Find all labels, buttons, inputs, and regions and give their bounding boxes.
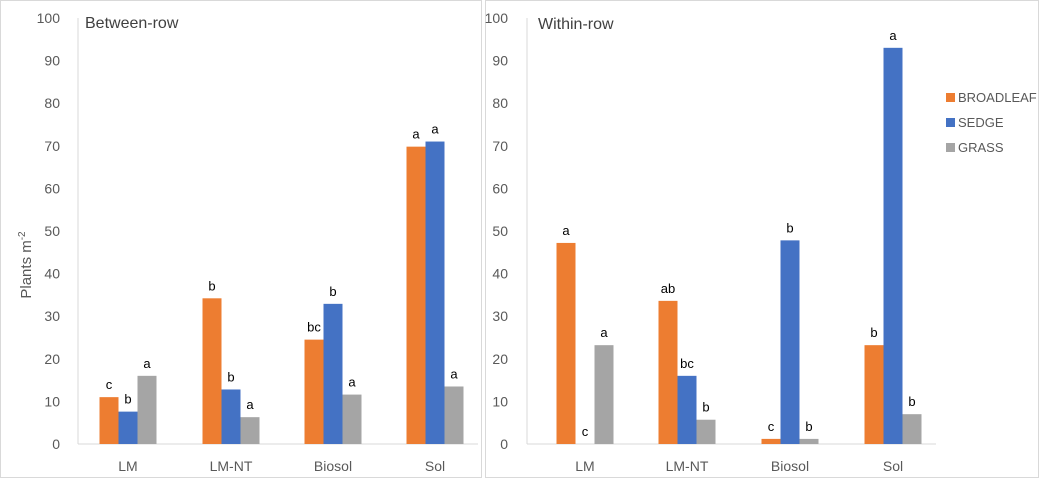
y-tick-label: 30 — [44, 308, 60, 324]
significance-label: a — [348, 375, 356, 390]
y-tick-label: 10 — [44, 393, 60, 409]
bar-broadleaf-sol — [864, 345, 884, 444]
bar-broadleaf-sol — [406, 146, 426, 445]
bar-sedge-biosol — [323, 303, 343, 444]
significance-label: b — [786, 220, 793, 235]
legend-label-grass: GRASS — [958, 140, 1004, 155]
bar-grass-sol — [902, 414, 922, 444]
bar-broadleaf-biosol — [304, 339, 324, 444]
bar-grass-lm — [594, 345, 614, 444]
y-tick-label: 50 — [44, 223, 60, 239]
x-tick-label: LM — [118, 458, 137, 474]
bar-broadleaf-lm-nt — [658, 300, 678, 444]
bar-sedge-biosol — [780, 240, 800, 444]
panel-within-row — [485, 0, 1039, 478]
legend-label-sedge: SEDGE — [958, 115, 1004, 130]
x-tick-label: LM-NT — [210, 458, 253, 474]
y-tick-label: 30 — [492, 308, 508, 324]
bar-grass-biosol — [799, 438, 819, 444]
significance-label: b — [805, 419, 812, 434]
bar-grass-lm-nt — [240, 417, 260, 444]
significance-label: a — [246, 397, 254, 412]
significance-label: b — [124, 392, 131, 407]
significance-label: b — [908, 394, 915, 409]
y-tick-label: 100 — [485, 10, 509, 26]
significance-label: b — [329, 284, 336, 299]
bar-broadleaf-lm — [556, 242, 576, 444]
y-tick-label: 20 — [492, 351, 508, 367]
bar-broadleaf-lm-nt — [202, 298, 222, 444]
panel-between-row — [0, 0, 482, 478]
legend-label-broadleaf: BROADLEAF — [958, 90, 1037, 105]
y-tick-label: 80 — [44, 95, 60, 111]
x-tick-label: Biosol — [314, 458, 352, 474]
x-tick-label: Biosol — [771, 458, 809, 474]
bar-sedge-lm-nt — [677, 375, 697, 444]
significance-label: a — [600, 325, 608, 340]
bar-sedge-sol — [883, 47, 903, 444]
y-tick-label: 20 — [44, 351, 60, 367]
legend-swatch-broadleaf — [946, 93, 955, 102]
significance-label: a — [889, 28, 897, 43]
x-tick-label: Sol — [425, 458, 445, 474]
significance-label: b — [870, 325, 877, 340]
significance-label: ab — [661, 281, 675, 296]
title-within-row: Within-row — [538, 16, 614, 33]
significance-label: b — [702, 400, 709, 415]
bar-broadleaf-biosol — [761, 438, 781, 444]
y-tick-label: 60 — [44, 180, 60, 196]
plot-1: 0 10 20 30 40 50 60 70 80 90 100 LM LM-NT Biosol Sol a a… — [485, 10, 936, 474]
y-axis-label: Plants m-2 — [17, 231, 35, 299]
significance-label: c — [106, 377, 113, 392]
y-tick-label: 90 — [44, 53, 60, 69]
significance-label: c — [768, 419, 775, 434]
y-tick-label: 0 — [52, 436, 60, 452]
bar-grass-lm-nt — [696, 419, 716, 444]
significance-label: a — [450, 366, 458, 381]
y-tick-label: 90 — [492, 53, 508, 69]
x-tick-label: LM — [575, 458, 594, 474]
legend-swatch-sedge — [946, 118, 955, 127]
significance-label: a — [143, 356, 151, 371]
y-tick-label: 40 — [492, 266, 508, 282]
title-between-row: Between-row — [85, 15, 179, 32]
y-tick-label: 40 — [44, 266, 60, 282]
y-tick-label: 100 — [37, 10, 61, 26]
bar-grass-sol — [444, 386, 464, 444]
legend: BROADLEAF SEDGE GRASS — [946, 90, 1037, 155]
x-tick-label: LM-NT — [666, 458, 709, 474]
y-tick-label: 70 — [44, 138, 60, 154]
bar-grass-lm — [137, 375, 157, 444]
bar-sedge-lm — [118, 411, 138, 444]
legend-swatch-grass — [946, 143, 955, 152]
significance-label: bc — [307, 320, 321, 335]
x-tick-label: Sol — [883, 458, 903, 474]
significance-label: a — [412, 127, 420, 142]
significance-label: b — [227, 369, 234, 384]
y-tick-label: 70 — [492, 138, 508, 154]
y-tick-label: 10 — [492, 393, 508, 409]
bar-broadleaf-lm — [99, 397, 119, 444]
significance-label: b — [208, 278, 215, 293]
y-tick-label: 60 — [492, 180, 508, 196]
significance-label: a — [562, 223, 570, 238]
bar-sedge-lm-nt — [221, 389, 241, 444]
y-tick-label: 80 — [492, 95, 508, 111]
y-tick-label: 0 — [500, 436, 508, 452]
y-tick-label: 50 — [492, 223, 508, 239]
significance-label: c — [582, 424, 589, 439]
bar-sedge-sol — [425, 141, 445, 445]
significance-label: a — [431, 122, 439, 137]
bar-grass-biosol — [342, 394, 362, 444]
significance-label: bc — [680, 356, 694, 371]
